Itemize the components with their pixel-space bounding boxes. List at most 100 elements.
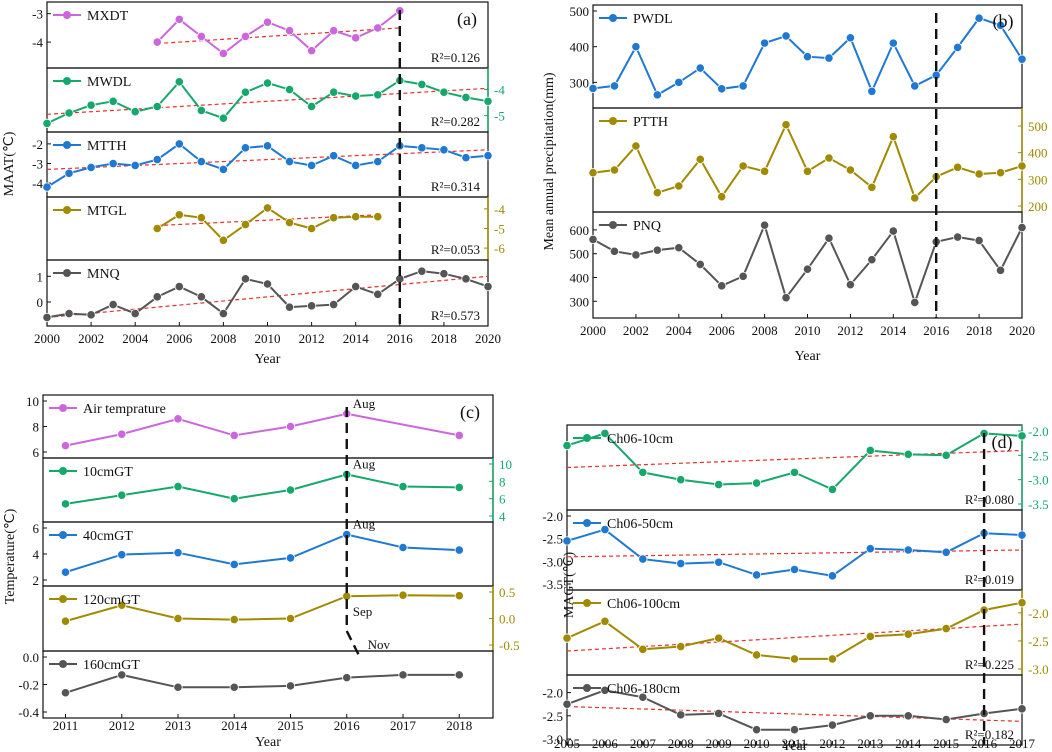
series-120cmgt: 0.5 0.0 -0.5 120cmGT Sep — [42, 585, 520, 653]
y-tick-label: 300 — [570, 294, 590, 309]
data-point — [751, 650, 762, 660]
data-point — [86, 100, 96, 110]
data-point — [827, 720, 838, 730]
series-ch06-50cm: -2.0 -2.5 -3.0 -3.5 Ch06-50cm R²=0.019 — [542, 509, 1027, 592]
data-point — [218, 308, 228, 319]
data-point — [398, 590, 408, 600]
series-mtth: -2 -3 -4 MTTH R²=0.314 — [32, 131, 493, 198]
data-point — [888, 38, 898, 48]
panel-label: (b) — [993, 11, 1014, 32]
y-tick-label: -4 — [32, 35, 43, 50]
data-point — [173, 481, 183, 492]
data-point — [351, 33, 361, 43]
data-point — [824, 53, 834, 63]
data-point — [174, 77, 184, 87]
x-tick-label: 2018 — [446, 718, 472, 733]
y-tick-label: 8 — [33, 420, 40, 435]
trend-line — [46, 87, 489, 115]
data-point — [398, 481, 408, 492]
r-squared-label: R²=0.126 — [431, 50, 481, 65]
data-point — [196, 292, 206, 302]
y-tick-label: -3 — [32, 7, 43, 22]
data-point — [174, 281, 184, 292]
y-tick-label: 300 — [570, 75, 590, 90]
y-tick-label: -2.5 — [1028, 634, 1049, 649]
panel-c: 10 8 6 Air temprature Aug 10 8 6 4 10cmGT Aug 6 4 2 40… — [3, 394, 520, 750]
data-point — [285, 681, 296, 691]
x-tick-label: 2014 — [221, 718, 248, 733]
panel-b: 500 400 300 PWDL 500 400 300 200 PTTH 600 500 400 30… — [542, 4, 1048, 364]
legend-marker — [59, 467, 67, 475]
data-point — [910, 297, 920, 308]
data-point — [865, 631, 875, 642]
x-tick-label: 2004 — [666, 323, 693, 338]
data-point — [454, 430, 464, 441]
data-point — [306, 46, 317, 56]
data-point — [995, 168, 1006, 178]
y-tick-label: -0.2 — [18, 678, 39, 693]
data-point — [240, 274, 251, 284]
y-axis-label: MAAT(℃) — [2, 131, 17, 196]
x-tick-label: 2008 — [210, 331, 236, 346]
y-tick-label: -3.0 — [542, 554, 563, 569]
data-point — [1017, 54, 1027, 64]
legend-label: 160cmGT — [83, 658, 140, 673]
data-point — [759, 220, 770, 230]
data-point — [108, 299, 118, 310]
data-point — [152, 37, 162, 47]
data-point — [789, 467, 800, 477]
data-point — [717, 281, 727, 291]
x-tick-label: 2020 — [1009, 323, 1035, 338]
x-tick-label: 2008 — [752, 323, 778, 338]
data-point — [284, 85, 295, 95]
legend-label: Ch06-50cm — [607, 517, 673, 532]
data-point — [117, 670, 127, 680]
data-point — [218, 164, 228, 175]
data-point — [152, 154, 162, 165]
y-tick-label: 4 — [499, 509, 506, 524]
y-tick-label: -3.0 — [1028, 662, 1049, 677]
data-point — [417, 266, 427, 276]
y-tick-label: -2.0 — [1028, 424, 1049, 439]
month-label: Aug — [353, 396, 376, 411]
data-point — [714, 633, 724, 643]
data-point — [483, 281, 493, 292]
y-tick-label: 200 — [1028, 199, 1048, 214]
legend-marker — [63, 206, 71, 214]
legend-label: MWDL — [87, 75, 131, 90]
y-axis-label: MAGT(℃) — [562, 552, 577, 619]
data-line — [65, 533, 460, 574]
data-point — [824, 153, 834, 163]
y-tick-label: 6 — [33, 445, 40, 460]
data-point — [218, 48, 228, 59]
data-point — [588, 234, 598, 245]
data-point — [285, 421, 296, 432]
data-point — [802, 52, 813, 62]
data-point — [285, 553, 296, 563]
data-point — [638, 692, 648, 702]
legend-marker — [59, 531, 67, 539]
y-tick-label: -3.5 — [1028, 497, 1049, 512]
x-tick-label: 2016 — [334, 718, 361, 733]
x-axis-label: Year — [255, 352, 281, 367]
x-tick-label: 2005 — [554, 736, 580, 751]
x-tick-label: 2015 — [278, 718, 304, 733]
series-ptth: 500 400 300 200 PTTH — [588, 107, 1048, 214]
x-tick-label: 2000 — [34, 331, 60, 346]
y-tick-label: -2.0 — [1028, 606, 1049, 621]
data-point — [64, 308, 74, 319]
data-point — [676, 710, 686, 720]
data-point — [759, 166, 770, 176]
data-point — [218, 235, 228, 245]
data-point — [130, 160, 140, 171]
y-tick-label: -2.0 — [542, 509, 563, 524]
y-tick-label: 0.5 — [499, 585, 515, 600]
y-tick-label: 600 — [570, 223, 590, 238]
y-tick-label: -6 — [494, 241, 505, 256]
data-point — [903, 629, 913, 639]
data-point — [631, 250, 641, 260]
legend-label: PTTH — [633, 115, 668, 130]
data-point — [373, 289, 383, 299]
data-point — [738, 81, 748, 91]
data-point — [717, 192, 727, 202]
